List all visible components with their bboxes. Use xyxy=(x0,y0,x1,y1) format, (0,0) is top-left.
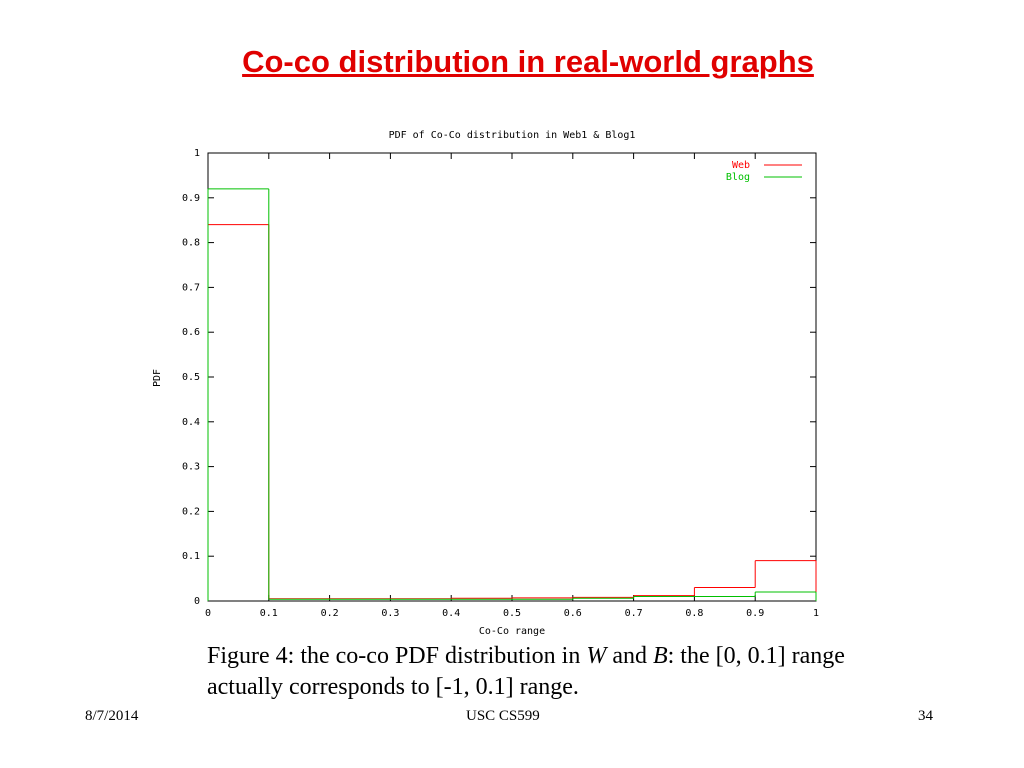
y-tick-label: 0.2 xyxy=(182,506,200,517)
page-number: 34 xyxy=(918,708,933,724)
x-tick-label: 0.4 xyxy=(442,608,460,619)
y-tick-label: 0.3 xyxy=(182,462,200,473)
y-tick-label: 0.4 xyxy=(182,417,200,428)
x-tick-label: 0.5 xyxy=(503,608,521,619)
caption-text: : the [0, 0.1] range actually correspond… xyxy=(207,643,845,700)
caption-text: Figure 4: the co-co PDF distribution in xyxy=(207,643,587,669)
plot-frame xyxy=(207,152,817,602)
x-tick-label: 0.1 xyxy=(260,608,278,619)
x-tick-label: 0.2 xyxy=(321,608,339,619)
y-tick-label: 0 xyxy=(194,596,200,607)
y-axis-label: PDF xyxy=(152,369,163,387)
x-tick-label: 0.6 xyxy=(564,608,582,619)
caption: Figure 4: the co-co PDF distribution in … xyxy=(207,641,847,703)
y-tick-label: 0.7 xyxy=(182,282,200,293)
x-tick-label: 0 xyxy=(205,608,211,619)
slide-title: Co-co distribution in real-world graphs xyxy=(242,44,814,79)
legend-label: Blog xyxy=(726,172,750,183)
caption-text: and xyxy=(606,643,653,669)
y-tick-label: 0.8 xyxy=(182,238,200,249)
y-tick-label: 0.1 xyxy=(182,551,200,562)
legend-label: Web xyxy=(732,160,750,171)
y-tick-label: 0.6 xyxy=(182,327,200,338)
x-tick-label: 0.9 xyxy=(746,608,764,619)
footer-text: USC CS599 xyxy=(466,708,540,724)
chart-title: PDF of Co-Co distribution in Web1 & Blog… xyxy=(389,130,636,141)
y-tick-label: 0.5 xyxy=(182,372,200,383)
x-tick-label: 0.8 xyxy=(685,608,703,619)
y-tick-label: 1 xyxy=(194,148,200,159)
x-tick-label: 1 xyxy=(813,608,819,619)
x-axis-label: Co-Co range xyxy=(479,626,545,637)
footer-date: 8/7/2014 xyxy=(85,708,139,724)
caption-italic: W xyxy=(586,643,607,669)
caption-italic: B xyxy=(652,643,668,669)
x-tick-label: 0.3 xyxy=(381,608,399,619)
x-tick-label: 0.7 xyxy=(625,608,643,619)
y-tick-label: 0.9 xyxy=(182,193,200,204)
